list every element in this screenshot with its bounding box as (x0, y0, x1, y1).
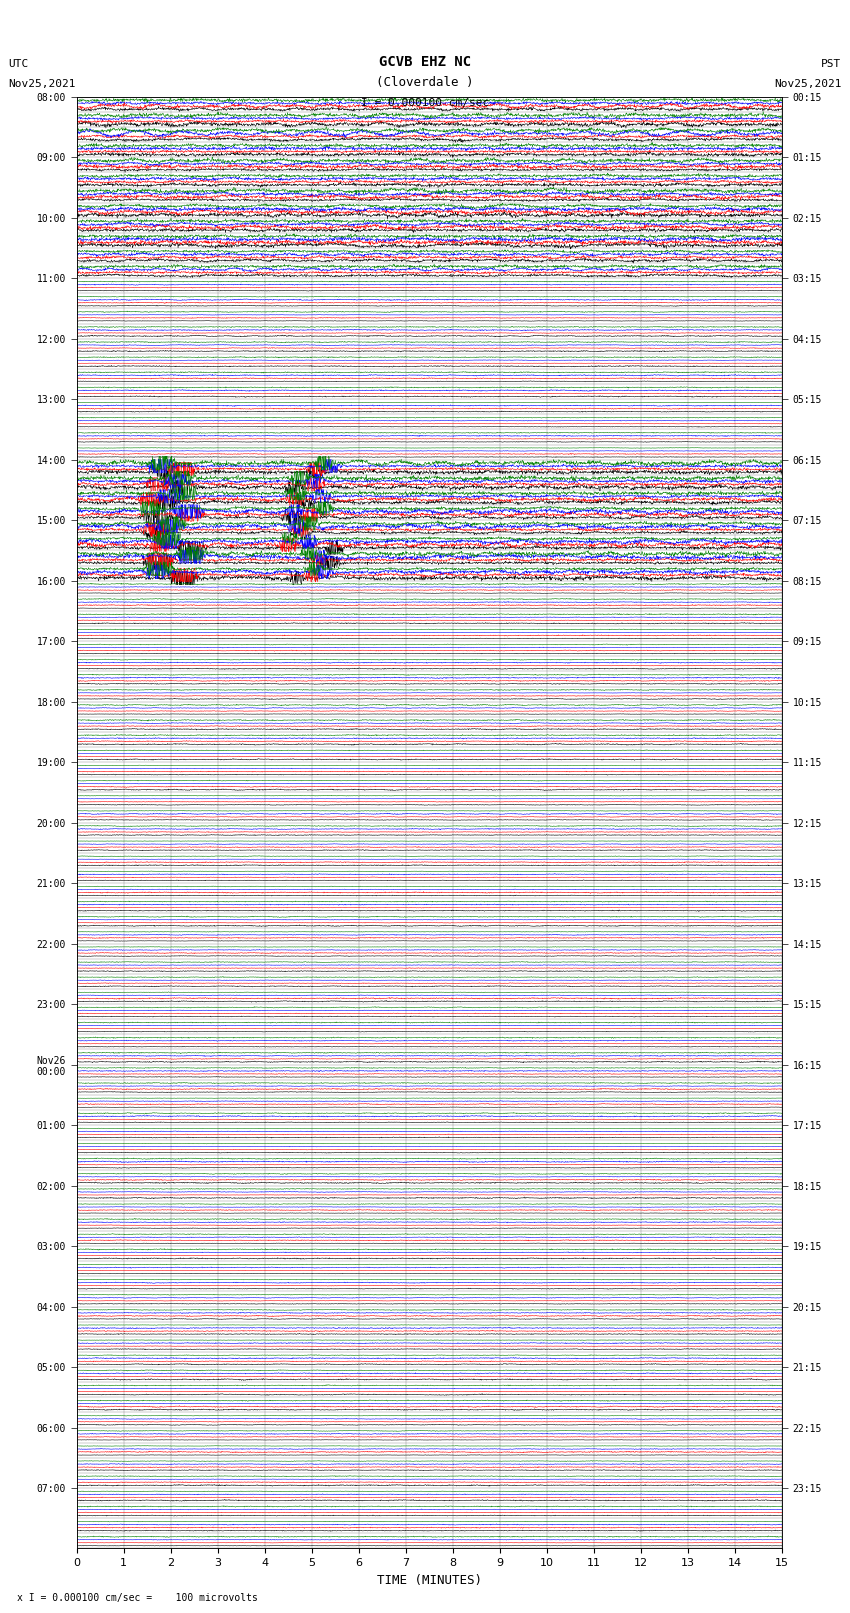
Text: Nov25,2021: Nov25,2021 (8, 79, 76, 89)
Text: GCVB EHZ NC: GCVB EHZ NC (379, 55, 471, 69)
Text: I = 0.000100 cm/sec: I = 0.000100 cm/sec (361, 98, 489, 108)
Text: x I = 0.000100 cm/sec =    100 microvolts: x I = 0.000100 cm/sec = 100 microvolts (17, 1594, 258, 1603)
X-axis label: TIME (MINUTES): TIME (MINUTES) (377, 1574, 482, 1587)
Text: UTC: UTC (8, 60, 29, 69)
Text: Nov25,2021: Nov25,2021 (774, 79, 842, 89)
Text: PST: PST (821, 60, 842, 69)
Text: (Cloverdale ): (Cloverdale ) (377, 76, 473, 89)
